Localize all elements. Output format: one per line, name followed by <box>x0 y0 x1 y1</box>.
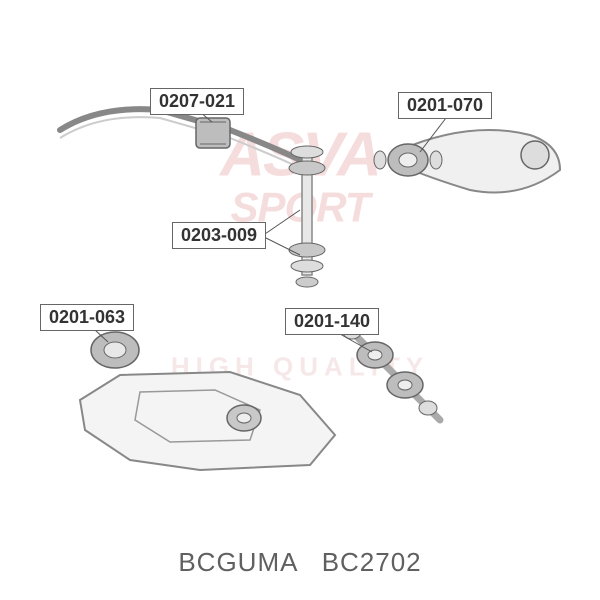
label-0201-070: 0201-070 <box>398 92 492 119</box>
product-footer: BCGUMA BC2702 <box>0 547 600 578</box>
footer-partno: BC2702 <box>322 547 422 577</box>
label-0203-009: 0203-009 <box>172 222 266 249</box>
schematic-svg <box>0 0 600 510</box>
label-0207-021: 0207-021 <box>150 88 244 115</box>
diagram-area: ASVA SPORT HIGH QUALITY <box>0 0 600 510</box>
label-0201-063: 0201-063 <box>40 304 134 331</box>
footer-brand: BCGUMA <box>178 547 297 577</box>
label-0201-140: 0201-140 <box>285 308 379 335</box>
